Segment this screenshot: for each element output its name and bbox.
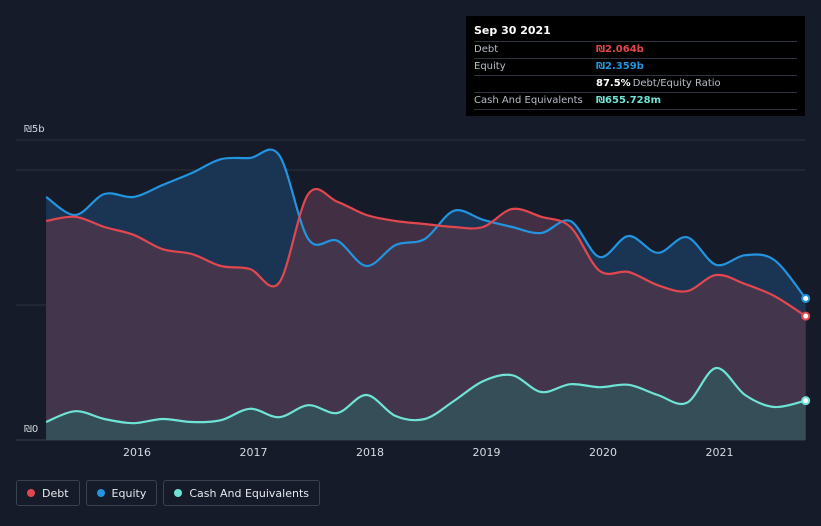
equity-end-marker — [801, 293, 811, 303]
x-tick-label: 2019 — [473, 446, 501, 459]
tooltip-label — [474, 76, 596, 92]
tooltip-value: ₪655.728m — [596, 95, 662, 106]
legend-label: Debt — [42, 486, 69, 500]
legend-label: Equity — [111, 486, 147, 500]
tooltip-ratio-label: Debt/Equity Ratio — [632, 78, 721, 89]
cash-end-marker — [801, 396, 811, 406]
tooltip-label: Cash And Equivalents — [474, 95, 583, 106]
debt-line — [45, 187, 807, 318]
tooltip-label: Debt — [474, 44, 499, 55]
tooltip-row-cash: Cash And Equivalents ₪655.728m — [474, 92, 797, 110]
legend-dot-icon — [174, 489, 183, 497]
legend: Debt Equity Cash And Equivalents — [16, 480, 320, 506]
legend-dot-icon — [96, 489, 105, 497]
tooltip-label: Equity — [474, 61, 506, 72]
x-tick-label: 2021 — [706, 446, 734, 459]
tooltip-row-debt: Debt ₪2.064b — [474, 41, 797, 58]
debt-end-marker — [801, 311, 811, 321]
tooltip-row-ratio: 87.5% Debt/Equity Ratio — [474, 75, 797, 92]
tooltip-value: 87.5% — [596, 78, 631, 89]
legend-item-debt[interactable]: Debt — [16, 480, 80, 506]
cash-line — [45, 366, 806, 425]
y-tick-label: ₪0 — [24, 424, 38, 435]
legend-dot-icon — [27, 489, 35, 497]
tooltip-panel: Sep 30 2021 Debt ₪2.064b Equity ₪2.359b … — [466, 16, 805, 116]
legend-label: Cash And Equivalents — [189, 486, 309, 500]
y-tick-label: ₪5b — [24, 124, 45, 135]
legend-item-cash[interactable]: Cash And Equivalents — [163, 480, 320, 506]
legend-item-equity[interactable]: Equity — [85, 480, 158, 506]
tooltip-value: ₪2.064b — [596, 44, 644, 55]
x-tick-label: 2017 — [240, 446, 268, 459]
x-tick-label: 2016 — [123, 446, 151, 459]
x-tick-label: 2020 — [589, 446, 617, 459]
equity-line — [45, 148, 807, 300]
debt-area-overlay — [46, 189, 806, 440]
tooltip-row-equity: Equity ₪2.359b — [474, 58, 797, 75]
x-tick-label: 2018 — [356, 446, 384, 459]
tooltip-value: ₪2.359b — [596, 61, 644, 72]
tooltip-date: Sep 30 2021 — [474, 24, 551, 37]
